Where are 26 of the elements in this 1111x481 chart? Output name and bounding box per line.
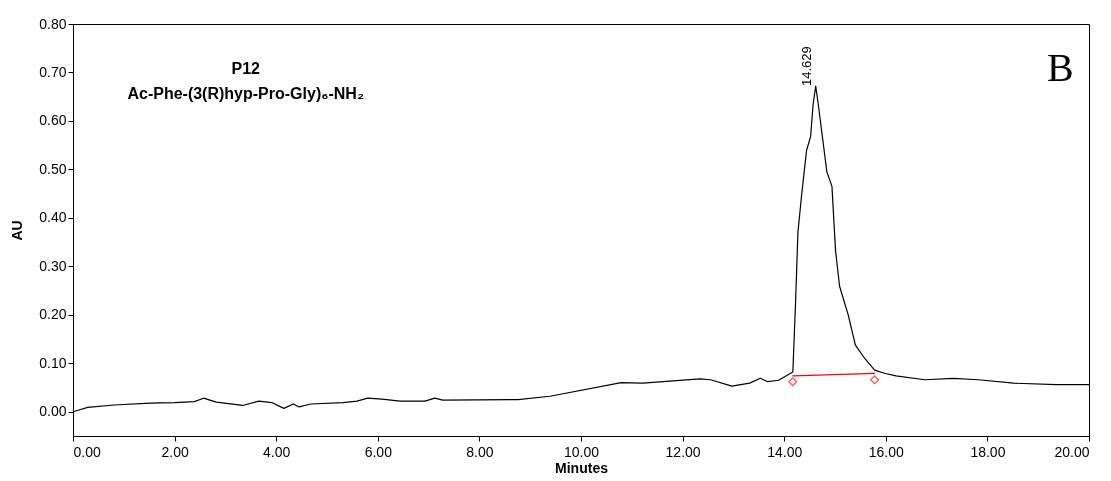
y-tick-label: 0.50 — [39, 160, 67, 177]
annotation: B — [1047, 45, 1074, 90]
y-tick-label: 0.80 — [39, 15, 67, 32]
x-tick-label: 4.00 — [263, 443, 291, 460]
y-tick-label: 0.20 — [39, 306, 67, 323]
x-tick-label: 14.00 — [767, 443, 803, 460]
x-tick-label: 16.00 — [868, 443, 905, 460]
y-tick-label: 0.10 — [39, 354, 67, 371]
y-axis-title: AU — [9, 220, 26, 241]
x-tick-label: 10.00 — [563, 443, 600, 460]
y-tick-label: 0.40 — [39, 209, 67, 226]
x-tick-label: 2.00 — [161, 443, 189, 460]
x-tick-label: 0.00 — [73, 443, 101, 460]
x-tick-label: 20.00 — [1054, 443, 1090, 460]
y-tick-label: 0.60 — [39, 112, 67, 129]
y-tick-label: 0.30 — [39, 257, 67, 274]
x-tick-label: 8.00 — [466, 443, 494, 460]
x-tick-label: 6.00 — [364, 443, 393, 460]
x-tick-label: 18.00 — [970, 443, 1006, 460]
annotation: Ac-Phe-(3(R)hyp-Pro-Gly)₆-NH₂ — [127, 85, 365, 102]
x-axis-title: Minutes — [555, 459, 609, 476]
x-tick-label: 12.00 — [665, 443, 701, 460]
annotation: P12 — [231, 60, 261, 77]
y-tick-label: 0.00 — [39, 403, 67, 420]
y-tick-label: 0.70 — [39, 63, 67, 80]
annotation: 14.629 — [799, 46, 815, 87]
